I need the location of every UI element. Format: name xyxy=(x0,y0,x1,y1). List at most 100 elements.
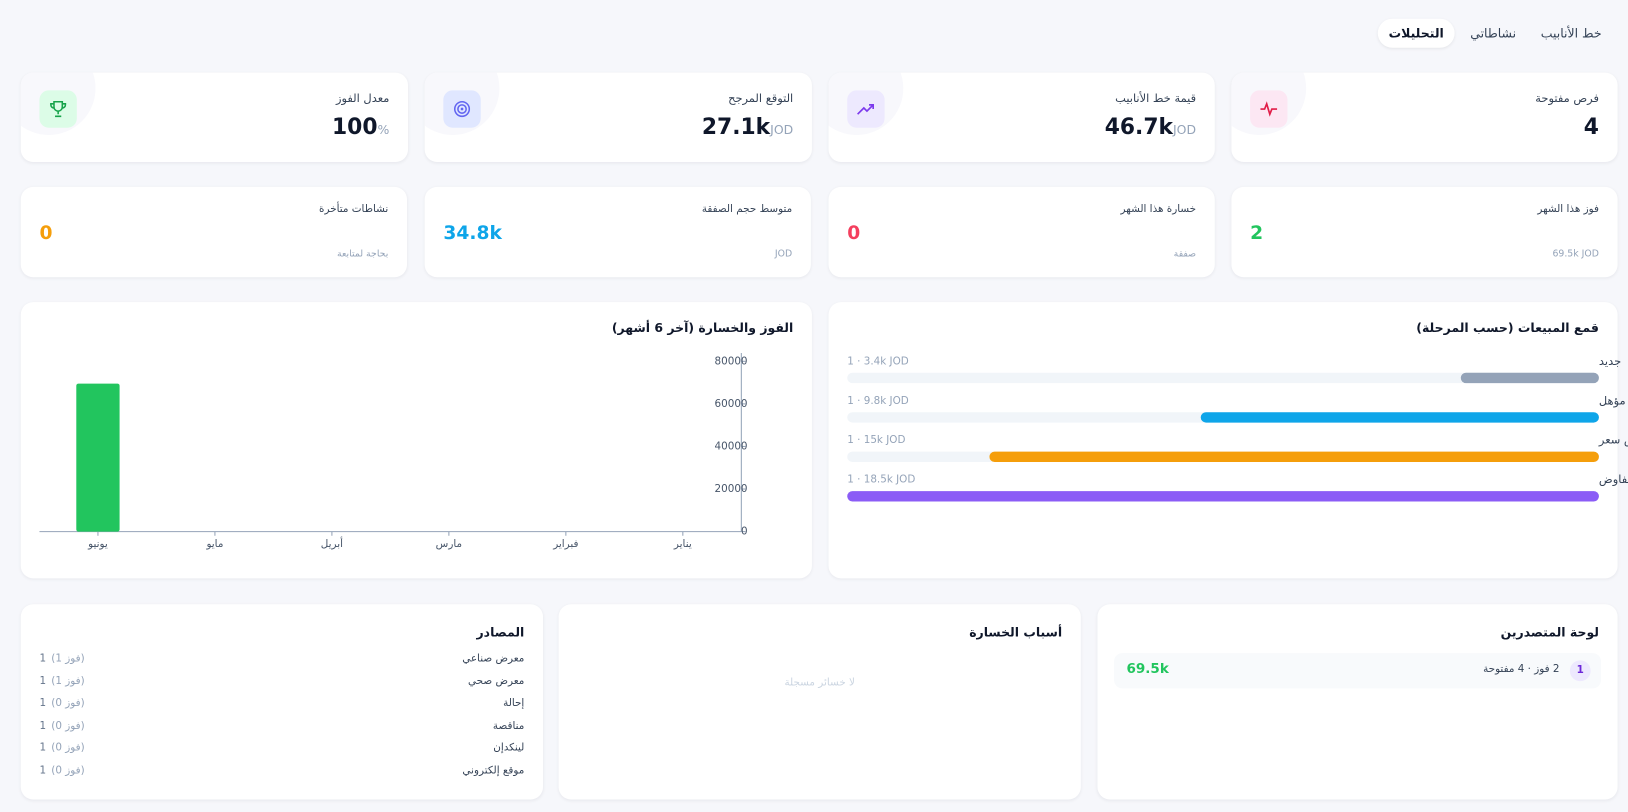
kpi-title: قيمة خط الأنابيب xyxy=(1115,91,1197,105)
stat-sub: بحاجة لمتابعة xyxy=(337,249,389,260)
kpi-number: 100 xyxy=(331,114,378,140)
stat-card: خسارة هذا الشهر 0 صفقة xyxy=(828,186,1215,278)
stage-bar xyxy=(1200,412,1599,423)
source-name: مناقصة xyxy=(492,720,525,732)
kpi-number: 27.1k xyxy=(701,114,771,140)
tab[interactable]: نشاطاتي xyxy=(1470,25,1517,41)
y-tick-label: 0 xyxy=(741,526,748,538)
kpi-unit: JOD xyxy=(1173,122,1197,138)
leader-summary: 2 فوز · 4 مفتوحة xyxy=(1483,663,1560,675)
sources-card: المصادر معرض صناعي 1 (فوز 1) معرض صحي 1 (فوز … xyxy=(20,604,544,800)
source-count: 1 xyxy=(39,697,47,710)
stage-bar xyxy=(1460,372,1599,384)
icon xyxy=(847,90,885,128)
source-stats: 1 (فوز 0) xyxy=(39,698,84,709)
stat-title: نشاطات متأخرة xyxy=(319,203,389,215)
y-tick-label: 20000 xyxy=(715,483,748,495)
tab-active[interactable]: التحليلات xyxy=(1377,18,1455,48)
stat-sub: JOD xyxy=(774,249,793,260)
stat-value: 2 xyxy=(1250,222,1264,244)
stat-value: 34.8k xyxy=(443,222,502,244)
panel-title: المصادر xyxy=(476,625,525,640)
kpi-value: 4 xyxy=(1583,114,1599,140)
source-wins: (فوز 0) xyxy=(51,765,85,777)
kpi-card: قيمة خط الأنابيب 46.7kJOD xyxy=(828,72,1215,162)
stage-value: 1 · 18.5k JOD xyxy=(847,474,915,486)
stat-title: متوسط حجم الصفقة xyxy=(701,203,793,215)
source-name: إحالة xyxy=(503,697,525,710)
x-tick-label: مايو xyxy=(205,538,223,550)
source-name: لينكدإن xyxy=(493,742,525,755)
kpi-unit: JOD xyxy=(770,122,794,138)
source-stats: 1 (فوز 0) xyxy=(39,720,84,731)
icon xyxy=(39,90,77,128)
x-tick-label: مارس xyxy=(436,538,462,550)
chart-title: الفوز والخسارة (آخر 6 أشهر) xyxy=(611,320,794,336)
stat-sub: 69.5k JOD xyxy=(1552,249,1599,260)
source-name: معرض صحي xyxy=(468,675,525,687)
leader-value: 69.5k xyxy=(1126,661,1169,677)
icon xyxy=(1250,90,1288,128)
source-stats: 1 (فوز 1) xyxy=(39,653,84,664)
stat-value: 0 xyxy=(847,222,861,244)
source-stats: 1 (فوز 0) xyxy=(39,765,84,776)
source-count: 1 xyxy=(39,742,47,755)
panel-title: لوحة المتصدرين xyxy=(1500,625,1599,640)
x-tick-label: فبراير xyxy=(552,538,578,550)
kpi-title: معدل الفوز xyxy=(335,91,390,105)
stat-value: 0 xyxy=(39,222,53,244)
kpi-card: معدل الفوز 100% xyxy=(20,72,409,162)
stat-card: متوسط حجم الصفقة 34.8k JOD xyxy=(424,186,811,278)
leader-row: 1 2 فوز · 4 مفتوحة 69.5k xyxy=(1114,653,1602,689)
x-tick-label: أبريل xyxy=(321,536,343,550)
kpi-value: 100% xyxy=(332,114,389,139)
source-count: 1 xyxy=(39,675,47,687)
stage-name: مؤهل xyxy=(1599,393,1626,408)
y-tick-label: 40000 xyxy=(715,440,748,452)
panel-title: قمع المبيعات (حسب المرحلة) xyxy=(1416,320,1599,336)
stage-value: 1 · 3.4k JOD xyxy=(847,355,909,367)
stage-value: 1 · 9.8k JOD xyxy=(847,395,909,407)
kpi-title: فرص مفتوحة xyxy=(1535,91,1599,105)
stage-name: تفاوض xyxy=(1599,472,1628,487)
source-stats: 1 (فوز 0) xyxy=(39,743,84,754)
source-name: موقع إلكتروني xyxy=(462,765,525,777)
y-tick-label: 80000 xyxy=(715,355,748,367)
source-count: 1 xyxy=(39,653,47,665)
stage-name: جديد xyxy=(1599,354,1621,368)
kpi-number: 46.7k xyxy=(1104,114,1174,140)
source-wins: (فوز 0) xyxy=(51,720,85,732)
source-name: معرض صناعي xyxy=(462,653,525,665)
chart-card: الفوز والخسارة (آخر 6 أشهر) xyxy=(20,302,812,579)
kpi-value: 46.7kJOD xyxy=(1105,114,1196,139)
source-wins: (فوز 1) xyxy=(51,675,85,687)
source-wins: (فوز 0) xyxy=(51,742,85,755)
source-count: 1 xyxy=(39,720,47,732)
kpi-unit: % xyxy=(377,122,390,138)
stage-bar xyxy=(847,491,1599,502)
kpi-card: فرص مفتوحة 4 xyxy=(1231,72,1618,162)
loss-card: أسباب الخسارة لا خسائر مسجلة xyxy=(558,604,1081,800)
source-wins: (فوز 0) xyxy=(51,697,85,710)
panel-title: أسباب الخسارة xyxy=(969,625,1063,640)
tab[interactable]: خط الأنابيب xyxy=(1540,25,1602,41)
x-tick-label: يونيو xyxy=(87,538,108,550)
source-count: 1 xyxy=(39,765,47,777)
stage-name: عرض سعر xyxy=(1598,433,1628,448)
kpi-title: التوقع المرجح xyxy=(728,91,794,105)
stat-title: خسارة هذا الشهر xyxy=(1120,203,1197,215)
rank: 1 xyxy=(1569,660,1591,682)
stat-card: فوز هذا الشهر 2 69.5k JOD xyxy=(1231,186,1618,278)
leaderboard-card: لوحة المتصدرين 1 2 فوز · 4 مفتوحة 69.5k xyxy=(1097,604,1618,800)
kpi-card: التوقع المرجح 27.1kJOD xyxy=(424,72,812,162)
stage-value: 1 · 15k JOD xyxy=(847,434,905,446)
stage-bar xyxy=(989,451,1599,463)
source-wins: (فوز 1) xyxy=(51,653,85,665)
y-tick-label: 60000 xyxy=(715,398,748,410)
kpi-value: 27.1kJOD xyxy=(702,114,793,139)
funnel-card: قمع المبيعات (حسب المرحلة) xyxy=(828,302,1618,579)
stage-track xyxy=(847,372,1599,384)
